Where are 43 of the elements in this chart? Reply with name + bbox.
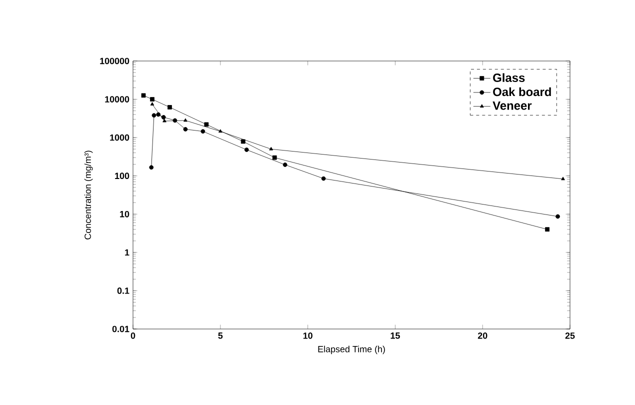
y-axis-title: Concentration (mg/m³) — [84, 150, 93, 240]
point — [561, 176, 565, 180]
legend-label: Veneer — [492, 102, 532, 110]
legend-label: Glass — [493, 73, 525, 82]
point — [545, 227, 550, 232]
point — [168, 105, 172, 110]
point — [150, 102, 154, 106]
point — [184, 118, 188, 122]
point — [269, 146, 274, 150]
point — [244, 148, 249, 152]
point — [282, 162, 288, 167]
point — [321, 176, 326, 181]
point — [161, 115, 166, 120]
point — [272, 155, 277, 160]
point — [204, 122, 209, 127]
legend-label: Oak board — [493, 87, 551, 96]
point — [152, 113, 156, 118]
point — [556, 214, 560, 219]
point — [150, 97, 154, 102]
point — [162, 118, 166, 122]
x-tick-label: 15 — [390, 332, 400, 339]
x-tick-label: 0 — [130, 332, 136, 339]
y-tick-label: 0.01 — [112, 326, 130, 332]
x-tick-label: 20 — [478, 332, 488, 339]
x-axis-title: Elapsed Time (h) — [318, 346, 385, 354]
y-tick-label: 1000 — [110, 134, 130, 141]
point — [149, 165, 154, 170]
point — [240, 139, 246, 144]
y-tick-label: 1 — [125, 249, 130, 256]
point — [218, 129, 222, 133]
y-tick-label: 0.1 — [117, 288, 130, 294]
y-tick-label: 10000 — [105, 96, 130, 102]
x-tick-label: 5 — [218, 332, 223, 339]
y-tick-label: 100000 — [100, 58, 130, 64]
point — [141, 93, 146, 98]
point — [156, 112, 161, 117]
x-tick-label: 10 — [303, 332, 312, 339]
y-tick-label: 10 — [120, 210, 130, 218]
x-tick-label: 25 — [565, 332, 575, 339]
point — [200, 129, 206, 134]
point — [183, 127, 188, 132]
y-tick-label: 100 — [115, 172, 130, 180]
point — [172, 118, 178, 123]
